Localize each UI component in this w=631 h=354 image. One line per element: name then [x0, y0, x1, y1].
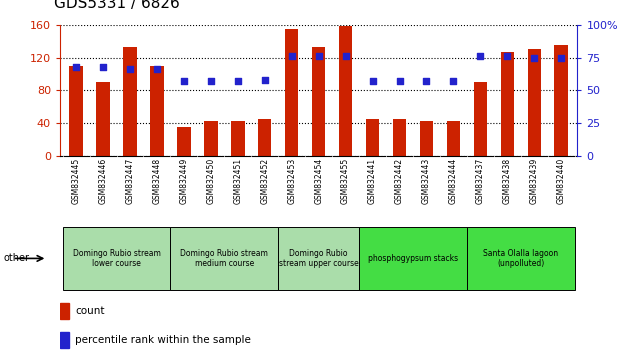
Point [71, 64, 81, 69]
Text: GSM832441: GSM832441 [368, 158, 377, 204]
Bar [528, 49, 541, 156]
Bar [177, 127, 191, 156]
Bar [474, 82, 487, 156]
Text: GSM832449: GSM832449 [179, 158, 189, 204]
Point [206, 78, 216, 84]
Point [502, 53, 512, 59]
Bar [366, 119, 379, 156]
Bar [500, 52, 514, 156]
Bar [258, 119, 271, 156]
Bar [170, 227, 278, 290]
Text: GSM832438: GSM832438 [503, 158, 512, 204]
Bar [204, 121, 218, 156]
Point [314, 53, 324, 59]
Point [286, 53, 297, 59]
Text: GSM832448: GSM832448 [153, 158, 162, 204]
Point [449, 78, 459, 84]
Text: GSM832450: GSM832450 [206, 158, 215, 204]
Point [422, 78, 432, 84]
Text: other: other [3, 253, 29, 263]
Point [233, 78, 243, 84]
Text: count: count [76, 306, 105, 316]
Text: GSM832454: GSM832454 [314, 158, 323, 204]
Text: GDS5331 / 6826: GDS5331 / 6826 [54, 0, 179, 11]
Text: GSM832440: GSM832440 [557, 158, 566, 204]
Text: GSM832452: GSM832452 [260, 158, 269, 204]
Text: percentile rank within the sample: percentile rank within the sample [76, 335, 251, 346]
Text: GSM832443: GSM832443 [422, 158, 431, 204]
Bar [123, 47, 137, 156]
Text: Domingo Rubio stream
lower course: Domingo Rubio stream lower course [73, 249, 160, 268]
Point [367, 78, 377, 84]
Bar [285, 29, 298, 156]
Bar [62, 227, 170, 290]
Text: GSM832445: GSM832445 [71, 158, 81, 204]
Bar [467, 227, 575, 290]
Point [529, 55, 540, 60]
Bar [420, 121, 433, 156]
Text: GSM832439: GSM832439 [530, 158, 539, 204]
Point [475, 53, 485, 59]
Bar [97, 82, 110, 156]
Text: Domingo Rubio
stream upper course: Domingo Rubio stream upper course [279, 249, 358, 268]
Point [125, 67, 135, 72]
Bar [69, 66, 83, 156]
Bar [150, 66, 163, 156]
Text: GSM832455: GSM832455 [341, 158, 350, 204]
Bar [231, 121, 245, 156]
Text: GSM832444: GSM832444 [449, 158, 458, 204]
Bar [447, 121, 460, 156]
Bar [312, 47, 326, 156]
Bar [392, 119, 406, 156]
Text: phosphogypsum stacks: phosphogypsum stacks [368, 254, 458, 263]
Text: GSM832437: GSM832437 [476, 158, 485, 204]
Text: GSM832442: GSM832442 [395, 158, 404, 204]
Text: Santa Olalla lagoon
(unpolluted): Santa Olalla lagoon (unpolluted) [483, 249, 558, 268]
Bar [555, 45, 568, 156]
Bar [60, 332, 69, 348]
Point [394, 78, 404, 84]
Bar [359, 227, 467, 290]
Point [179, 78, 189, 84]
Point [260, 77, 270, 82]
Text: GSM832447: GSM832447 [126, 158, 134, 204]
Point [152, 67, 162, 72]
Bar [278, 227, 359, 290]
Text: Domingo Rubio stream
medium course: Domingo Rubio stream medium course [180, 249, 268, 268]
Text: GSM832451: GSM832451 [233, 158, 242, 204]
Point [556, 55, 566, 60]
Bar [339, 27, 352, 156]
Point [341, 53, 351, 59]
Text: GSM832446: GSM832446 [98, 158, 107, 204]
Bar [60, 303, 69, 319]
Text: GSM832453: GSM832453 [287, 158, 296, 204]
Point [98, 64, 108, 69]
